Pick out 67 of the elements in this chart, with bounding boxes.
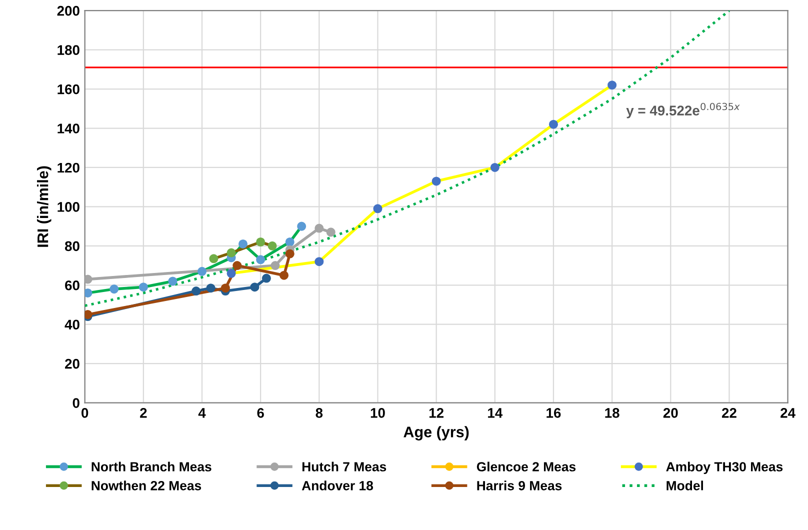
point [226, 268, 236, 278]
y-tick-label: 120 [58, 162, 80, 173]
legend-label: Hutch 7 Meas [302, 462, 386, 472]
point [314, 257, 324, 266]
x-tick-label: 6 [257, 408, 264, 418]
legend-label: Nowthen 22 Meas [92, 480, 202, 490]
point [270, 261, 280, 270]
annotation: y = 49.522e$^{0.0635x}$ [626, 102, 740, 118]
point [250, 282, 260, 292]
legend-label: Glencoe 2 Meas [476, 462, 576, 472]
x-tick-label: 8 [316, 408, 323, 418]
point [285, 237, 294, 247]
point [232, 261, 242, 270]
legend-label: Harris 9 Meas [477, 480, 562, 490]
point [238, 239, 248, 248]
y-tick-label: 200 [57, 6, 80, 16]
point [84, 288, 92, 298]
point [432, 176, 441, 186]
point [226, 248, 236, 258]
point [326, 228, 336, 237]
point [197, 266, 207, 276]
x-tick-label: 12 [429, 408, 444, 418]
point [256, 255, 266, 264]
x-tick-label: 18 [605, 408, 620, 418]
legend-label: North Branch Meas [92, 462, 212, 472]
x-tick-label: 16 [546, 408, 561, 418]
x-tick-label: 10 [370, 408, 385, 418]
x-tick-label: 20 [663, 408, 678, 418]
point [192, 286, 201, 296]
y-tick-label: 40 [64, 320, 80, 330]
x-tick-label: 2 [140, 408, 147, 418]
point [84, 274, 92, 284]
point [297, 222, 306, 231]
point [314, 224, 324, 233]
point [490, 162, 500, 172]
y-tick-label: 60 [65, 280, 80, 290]
y-tick-label: 20 [65, 358, 80, 369]
y-tick-label: 160 [58, 84, 80, 94]
x-tick-label: 0 [82, 408, 88, 418]
x-tick-label: 22 [722, 408, 736, 418]
point [220, 284, 230, 293]
point [110, 284, 119, 294]
y-tick-label: 180 [58, 45, 80, 55]
legend-label: Andover 18 [302, 480, 374, 490]
legend-label: Amboy TH30 Meas [666, 462, 783, 474]
point [268, 241, 277, 250]
y-axis-title: IRI (in/mile) [37, 166, 52, 247]
point [256, 237, 266, 247]
x-axis-title: Age (yrs) [404, 426, 469, 440]
legend-label: Model [666, 480, 703, 490]
point [280, 270, 289, 280]
y-tick-label: 140 [58, 124, 80, 134]
point [285, 249, 294, 258]
y-tick-label: 100 [58, 202, 80, 212]
y-tick-label: 0 [72, 398, 80, 408]
point [168, 276, 178, 286]
x-tick-label: 4 [198, 408, 206, 418]
point [608, 80, 617, 90]
x-tick-label: 14 [488, 408, 503, 418]
point [206, 284, 216, 293]
point [262, 274, 271, 283]
point [209, 254, 218, 264]
point [548, 120, 558, 129]
point [138, 282, 148, 292]
point [373, 204, 382, 214]
x-tick-label: 24 [780, 408, 796, 418]
y-tick-label: 80 [64, 241, 80, 252]
